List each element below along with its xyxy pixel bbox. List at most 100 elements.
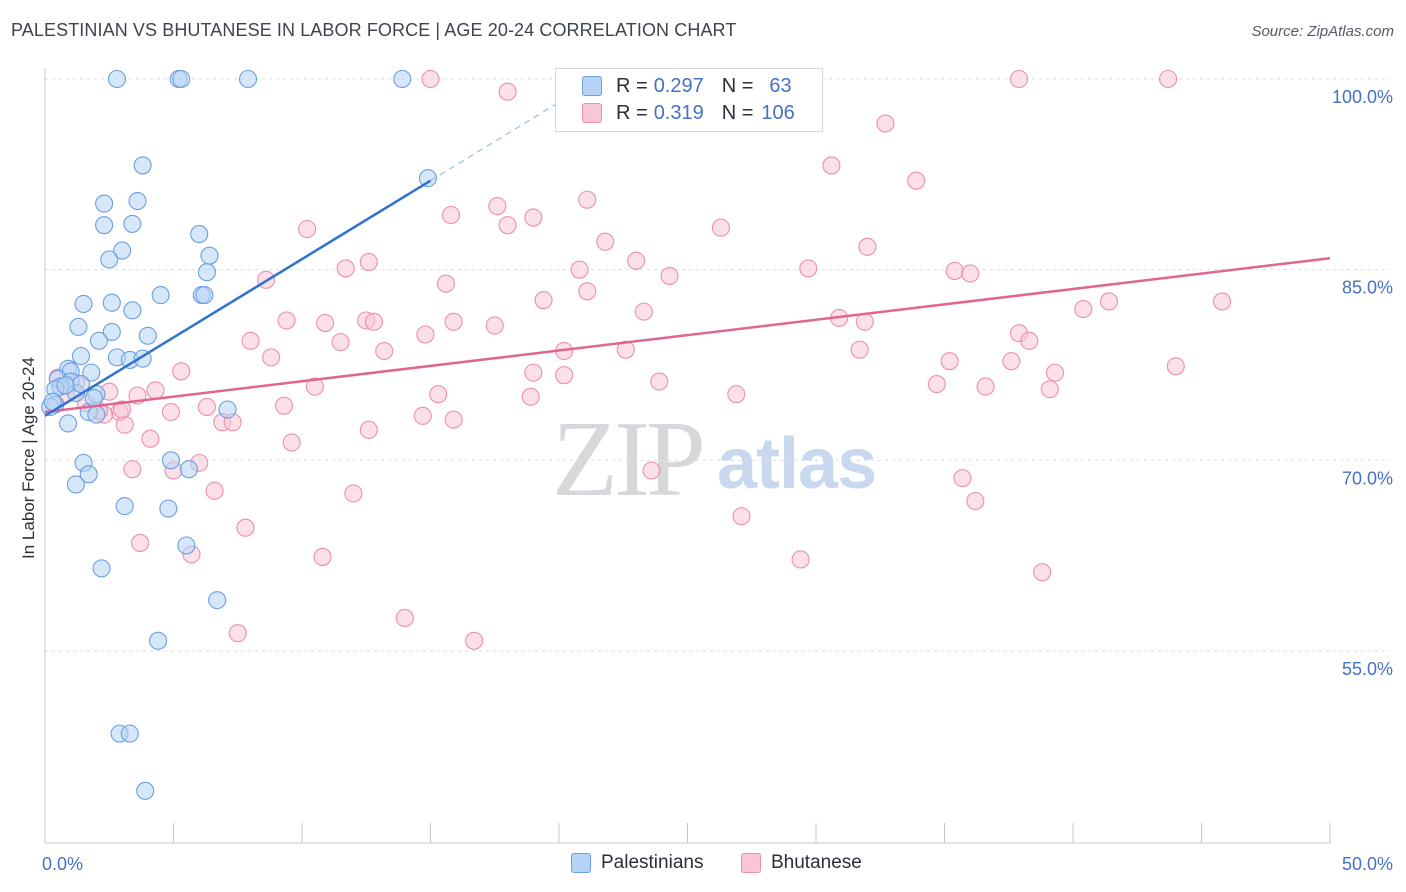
point-bhutanese (927, 375, 946, 394)
point-bhutanese (331, 333, 350, 352)
legend-n-value: 106 (761, 101, 795, 124)
point-bhutanese (488, 197, 507, 216)
bottom-legend-palestinians: Palestinians (571, 852, 703, 874)
point-palestinians (238, 69, 258, 89)
point-bhutanese (570, 260, 589, 279)
y-tick-label: 55.0% (1342, 659, 1393, 679)
point-bhutanese (1213, 292, 1232, 311)
trendline-bhutanese (44, 256, 1331, 414)
point-bhutanese (876, 114, 895, 133)
point-bhutanese (364, 312, 384, 331)
point-bhutanese (711, 218, 730, 237)
point-bhutanese (421, 69, 440, 89)
point-palestinians (151, 286, 170, 305)
point-palestinians (172, 69, 191, 89)
point-palestinians (136, 781, 155, 800)
point-bhutanese (1002, 352, 1021, 371)
legend-row-bhutanese: R = 0.319 N = 106 (582, 100, 795, 126)
point-bhutanese (907, 171, 926, 190)
legend-swatch-palestinians (582, 76, 602, 96)
point-palestinians (66, 475, 85, 494)
point-bhutanese (336, 259, 355, 278)
point-palestinians (92, 559, 111, 578)
point-bhutanese (1033, 563, 1052, 582)
point-bhutanese (850, 340, 869, 359)
point-bhutanese (141, 429, 160, 448)
point-bhutanese (359, 420, 378, 439)
point-bhutanese (1009, 69, 1029, 89)
point-bhutanese (305, 377, 324, 396)
point-bhutanese (298, 219, 317, 239)
point-palestinians (190, 225, 209, 244)
point-bhutanese (953, 469, 972, 488)
point-bhutanese (616, 340, 635, 359)
point-bhutanese (727, 385, 746, 404)
point-palestinians (79, 465, 98, 484)
point-bhutanese (521, 387, 540, 406)
legend-row-palestinians: R = 0.297 N = 63 (582, 73, 792, 99)
point-palestinians (149, 631, 168, 650)
point-bhutanese (485, 316, 504, 335)
point-bhutanese (578, 282, 597, 301)
y-tick-label: 85.0% (1342, 278, 1393, 298)
point-palestinians (208, 591, 227, 610)
point-bhutanese (113, 400, 132, 419)
chart-title: PALESTINIAN VS BHUTANESE IN LABOR FORCE … (11, 20, 737, 40)
point-palestinians (159, 499, 178, 518)
trendline-palestinians-extension (430, 86, 586, 182)
legend-r-label: R = (616, 74, 648, 97)
point-palestinians (123, 301, 142, 320)
point-bhutanese (172, 362, 191, 381)
point-palestinians (133, 156, 152, 175)
point-bhutanese (976, 377, 995, 396)
point-bhutanese (197, 397, 216, 416)
point-palestinians (95, 216, 114, 235)
point-bhutanese (313, 547, 332, 566)
point-bhutanese (131, 533, 150, 553)
point-bhutanese (228, 624, 247, 643)
point-bhutanese (1045, 363, 1065, 382)
point-palestinians (95, 194, 114, 213)
point-bhutanese (1040, 380, 1059, 399)
point-palestinians (138, 326, 157, 345)
point-bhutanese (344, 484, 363, 503)
point-bhutanese (578, 190, 597, 209)
source-label: Source: ZipAtlas.com (1251, 23, 1394, 40)
point-bhutanese (966, 491, 985, 511)
legend-n-value: 63 (769, 74, 792, 97)
point-palestinians (84, 388, 103, 408)
point-palestinians (100, 250, 119, 269)
point-bhutanese (945, 261, 964, 280)
point-palestinians (74, 294, 93, 314)
point-palestinians (195, 286, 214, 305)
point-bhutanese (732, 507, 751, 526)
point-bhutanese (822, 156, 841, 175)
legend-r-label: R = (616, 101, 648, 124)
legend-r-value: 0.319 (653, 101, 704, 124)
point-bhutanese (596, 232, 615, 251)
point-bhutanese (274, 396, 294, 415)
point-palestinians (418, 169, 437, 188)
watermark-zip: ZIP (552, 400, 706, 519)
point-bhutanese (316, 314, 335, 333)
point-palestinians (59, 414, 78, 433)
legend-swatch-bhutanese (582, 103, 602, 123)
bottom-legend-bhutanese: Bhutanese (741, 852, 862, 874)
point-bhutanese (627, 251, 646, 270)
point-bhutanese (498, 82, 517, 101)
point-palestinians (115, 497, 134, 516)
point-palestinians (200, 246, 219, 265)
point-palestinians (82, 363, 101, 382)
point-bhutanese (1099, 292, 1119, 311)
point-bhutanese (858, 237, 877, 256)
point-bhutanese (161, 402, 180, 422)
point-bhutanese (534, 291, 553, 310)
legend-n-label: N = (721, 101, 754, 124)
point-palestinians (89, 331, 109, 350)
point-bhutanese (444, 312, 463, 331)
point-palestinians (120, 724, 139, 743)
point-bhutanese (416, 325, 435, 344)
legend-n-label: N = (721, 74, 754, 97)
point-bhutanese (524, 208, 543, 227)
